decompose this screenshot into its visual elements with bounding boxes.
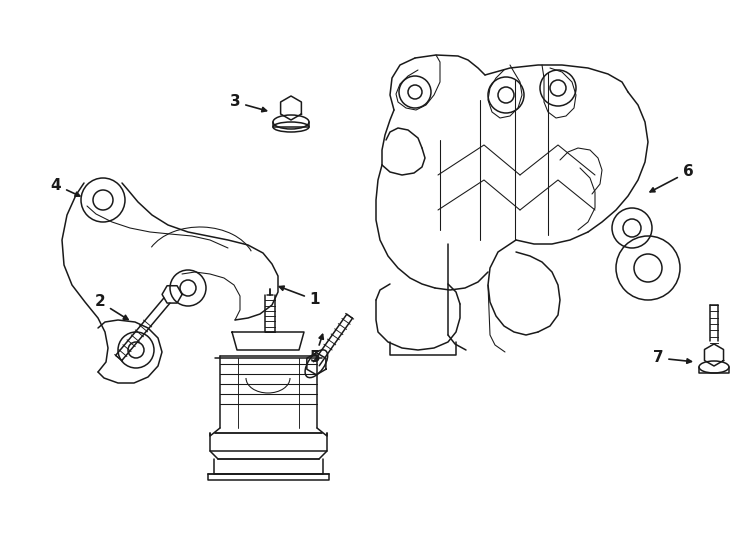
Text: 5: 5 (310, 334, 324, 366)
Text: 1: 1 (280, 286, 320, 307)
Text: 6: 6 (650, 165, 694, 192)
Text: 7: 7 (653, 350, 691, 366)
Text: 2: 2 (95, 294, 128, 320)
Text: 3: 3 (230, 94, 266, 112)
Text: 4: 4 (51, 178, 80, 196)
